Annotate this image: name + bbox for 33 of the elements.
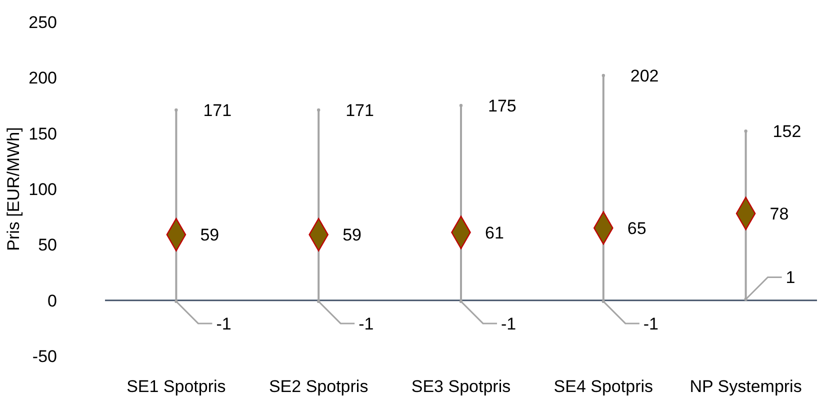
y-tick-label: 200 bbox=[28, 68, 57, 88]
data-label: 202 bbox=[630, 66, 659, 86]
y-tick-label: 150 bbox=[28, 124, 57, 144]
point bbox=[317, 108, 320, 112]
data-label: 1 bbox=[786, 268, 796, 288]
data-label: 59 bbox=[342, 226, 362, 245]
point bbox=[174, 108, 178, 112]
data-label: -1 bbox=[643, 314, 659, 334]
data-label: 78 bbox=[770, 204, 789, 224]
x-tick-label: NP Systempris bbox=[690, 377, 802, 396]
x-tick-label: SE1 Spotpris bbox=[126, 377, 226, 396]
data-label: 152 bbox=[772, 122, 802, 142]
data-label: -1 bbox=[358, 314, 374, 334]
data-label: -1 bbox=[501, 314, 516, 334]
point bbox=[459, 104, 463, 108]
data-label: 61 bbox=[485, 223, 504, 242]
y-tick-label: 50 bbox=[38, 236, 57, 255]
y-axis-title: Pris [EUR/MWh] bbox=[4, 127, 23, 251]
data-label: 175 bbox=[488, 96, 516, 116]
y-tick-label: 250 bbox=[28, 12, 57, 32]
data-label: 65 bbox=[627, 218, 646, 238]
point bbox=[602, 74, 605, 78]
x-tick-label: SE4 Spotpris bbox=[554, 377, 654, 396]
data-label: 171 bbox=[203, 100, 232, 120]
data-label: 171 bbox=[346, 100, 374, 120]
y-tick-label: 0 bbox=[48, 291, 57, 310]
data-label: -1 bbox=[216, 314, 232, 334]
point bbox=[744, 130, 748, 133]
data-label: 59 bbox=[200, 226, 220, 245]
x-tick-label: SE3 Spotpris bbox=[411, 377, 511, 396]
x-tick-label: SE2 Spotpris bbox=[268, 377, 368, 396]
y-tick-label: 100 bbox=[28, 180, 57, 199]
y-tick-label: -50 bbox=[32, 346, 57, 366]
